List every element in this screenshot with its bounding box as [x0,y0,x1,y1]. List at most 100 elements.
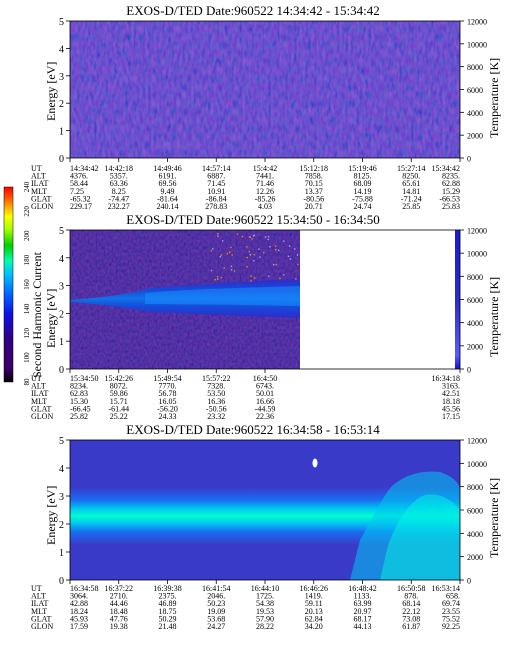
panel-2-speckles [210,233,299,282]
orbit-cell: -81.64 [157,194,178,203]
panel-1-ticks: 0 1 2 3 4 5 0 2000 4000 6000 8000 10000 12000 [59,17,487,165]
y-tick-label: 3 [59,72,64,83]
orbit-cell: -74.47 [108,194,129,203]
orbit-cell: 16:39:38 [153,584,181,593]
orbit-cell: 15.71 [110,397,128,406]
orbit-cell: -44.59 [255,404,276,413]
orbit-cell: 15:34:42 [432,164,460,173]
speckle [295,278,297,280]
orbit-cell: -86.84 [206,194,227,203]
orbit-cell: 50.29 [159,614,177,623]
y2-tick-label: 0 [467,155,471,164]
speckle [219,255,221,258]
colorbar-label: Second Harmonic Current [30,251,44,378]
orbit-cell: 71.46 [256,179,274,188]
orbit-cell: 19.38 [110,622,128,631]
y2-tick-label: 4000 [467,530,483,539]
orbit-cell: -75.88 [352,194,373,203]
panel-3-ticks: 0 1 2 3 4 5 0 2000 4000 6000 8000 10000 12000 [59,436,487,587]
orbit-cell: -71.24 [401,194,422,203]
orbit-row-label: GLAT [31,404,52,413]
orbit-cell: 53.50 [207,389,225,398]
orbit-cell: 7.25 [70,187,84,196]
orbit-cell: 42.88 [70,599,88,608]
orbit-cell: 25.83 [442,202,460,211]
orbit-cell: 20.13 [305,607,323,616]
orbit-cell: 19.09 [207,607,225,616]
orbit-cell: 14:34:42 [70,164,98,173]
speckle [253,260,255,262]
orbit-cell: 15:12:18 [300,164,328,173]
orbit-cell: 25.85 [402,202,420,211]
orbit-cell: 229.17 [70,202,92,211]
y2-tick-label: 6000 [467,86,483,95]
orbit-cell: 68.17 [354,614,372,623]
panel-1-ylabel: Energy [eV] [44,62,58,121]
orbit-cell: 3064. [70,592,88,601]
orbit-cell: 45.93 [70,614,88,623]
panel-1-noise [70,21,460,158]
speckle [273,263,275,266]
orbit-cell: 17.59 [70,622,88,631]
speckle [246,266,248,268]
orbit-cell: -50.56 [206,404,227,413]
panel-2-title: EXOS-D/TED Date:960522 15:34:50 - 16:34:… [126,212,379,227]
speckle [279,277,281,280]
orbit-cell: 71.45 [207,179,225,188]
speckle [287,255,290,257]
orbit-cell: 28.22 [256,622,274,631]
y2-tick-label: 6000 [467,296,483,305]
orbit-cell: 15.30 [70,397,88,406]
y2-tick-label: 4000 [467,319,483,328]
orbit-cell: 16:48:42 [348,584,376,593]
y-tick-label: 3 [59,492,64,503]
orbit-cell: 59.86 [110,389,128,398]
panel-1: EXOS-D/TED Date:960522 14:34:42 - 15:34:… [31,3,501,211]
speckle [210,249,213,252]
orbit-cell: 16:4:50 [253,374,277,383]
y-tick-label: 5 [59,17,64,28]
speckle [212,248,214,250]
y2-tick-label: 10000 [467,250,487,259]
orbit-cell: 42.51 [442,389,460,398]
panel-2-inner-band [145,286,300,306]
colorbar-scale [3,186,14,383]
speckle [233,270,236,272]
orbit-cell: 14.19 [354,187,372,196]
orbit-cell: -66.53 [439,194,460,203]
y-tick-label: 4 [59,254,64,265]
y-tick-label: 1 [59,337,64,348]
speckle [216,275,219,278]
orbit-row-label: ILAT [31,389,48,398]
speckle [278,249,280,251]
orbit-row-label: MLT [31,397,47,406]
y2-tick-label: 12000 [467,18,487,27]
orbit-cell: 16.66 [256,397,274,406]
y-tick-label: 0 [59,365,64,376]
orbit-cell: 16:46:26 [300,584,328,593]
speckle [296,254,299,256]
colorbar-ticks: 240 220 200 180 160 140 120 100 80 [23,181,31,385]
speckle [249,236,252,238]
colorbar-tick-label: 240 [23,181,31,192]
orbit-row-label: UT [31,584,42,593]
panel-3-burst [350,471,460,580]
orbit-cell: 278.83 [205,202,227,211]
colorbar-tick-label: 200 [23,230,31,241]
orbit-cell: 24.74 [354,202,372,211]
panel-3: EXOS-D/TED Date:960522 16:34:58 - 16:53:… [31,422,501,631]
speckle [230,265,233,267]
panel-2-ylabel: Energy [eV] [44,289,58,348]
speckle [217,233,219,235]
orbit-cell: 75.52 [442,614,460,623]
speckle [228,251,231,254]
speckle [275,248,277,251]
orbit-cell: 23.55 [442,607,460,616]
orbit-cell: 24.27 [207,622,225,631]
orbit-cell: 18.75 [159,607,177,616]
orbit-cell: 15:42:26 [105,374,133,383]
orbit-cell: 62.83 [70,389,88,398]
y2-tick-label: 12000 [467,227,487,236]
speckle [220,276,222,279]
orbit-cell: 21.48 [159,622,177,631]
